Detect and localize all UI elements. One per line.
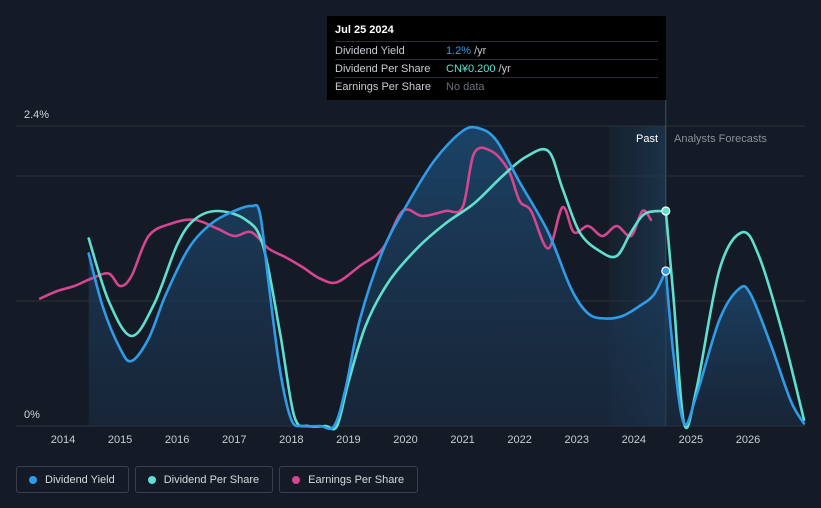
x-tick-label: 2016 [165, 434, 189, 446]
tooltip-row-dividend-per-share: Dividend Per Share CN¥0.200 /yr [335, 59, 658, 77]
y-axis-label-top: 2.4% [24, 109, 49, 121]
x-tick-label: 2026 [736, 434, 760, 446]
tooltip-label: Dividend Per Share [335, 62, 431, 75]
legend-item-dividend-yield[interactable]: Dividend Yield [16, 466, 129, 493]
dividend-per-share-forecast-line [664, 209, 806, 430]
tooltip-unit: /yr [498, 62, 511, 75]
tooltip-value: 1.2% [446, 44, 472, 57]
x-tick-label: 2025 [679, 434, 703, 446]
dividend-yield-area [88, 127, 666, 429]
tooltip-row-earnings-per-share: Earnings Per Share No data [335, 77, 658, 95]
dividend-per-share-marker [661, 206, 671, 216]
hover-markers [661, 206, 671, 276]
chart-legend: Dividend Yield Dividend Per Share Earnin… [16, 466, 419, 493]
x-tick-label: 2022 [507, 434, 531, 446]
legend-label: Earnings Per Share [308, 473, 405, 486]
tooltip-unit: /yr [474, 44, 487, 57]
legend-item-earnings-per-share[interactable]: Earnings Per Share [279, 466, 419, 493]
tooltip-date: Jul 25 2024 [335, 24, 394, 36]
legend-dot-icon [29, 475, 37, 484]
earnings-per-share-line [38, 146, 653, 300]
hover-tooltip: Jul 25 2024 Dividend Yield 1.2% /yr Divi… [327, 16, 666, 100]
dividend-yield-forecast-line [664, 269, 806, 427]
x-tick-label: 2019 [336, 434, 360, 446]
tooltip-label: Earnings Per Share [335, 80, 431, 93]
x-tick-label: 2014 [51, 434, 75, 446]
x-tick-label: 2021 [450, 434, 474, 446]
x-axis: 2014 2015 2016 2017 2018 2019 2020 2021 2022 2023… [51, 434, 760, 446]
tooltip-label: Dividend Yield [335, 44, 405, 57]
legend-dot-icon [147, 475, 156, 484]
dividend-yield-line [87, 125, 668, 431]
dividend-yield-marker [661, 266, 671, 276]
y-axis-label-bottom: 0% [24, 409, 40, 421]
x-tick-label: 2017 [222, 434, 246, 446]
x-tick-label: 2023 [565, 434, 589, 446]
legend-item-dividend-per-share[interactable]: Dividend Per Share [134, 466, 274, 493]
tooltip-row-dividend-yield: Dividend Yield 1.2% /yr [335, 41, 658, 59]
x-tick-label: 2018 [279, 434, 303, 446]
legend-label: Dividend Per Share [163, 473, 260, 486]
tooltip-value: CN¥0.200 [446, 62, 496, 75]
series-lines [38, 125, 806, 431]
x-tick-label: 2015 [108, 434, 132, 446]
legend-dot-icon [292, 475, 301, 484]
dividend-per-share-line [87, 147, 668, 431]
x-tick-label: 2024 [622, 434, 646, 446]
forecast-region-label: Analysts Forecasts [674, 133, 767, 145]
legend-label: Dividend Yield [45, 473, 115, 486]
x-tick-label: 2020 [393, 434, 417, 446]
tooltip-value: No data [446, 80, 485, 93]
past-region-label: Past [636, 133, 658, 145]
